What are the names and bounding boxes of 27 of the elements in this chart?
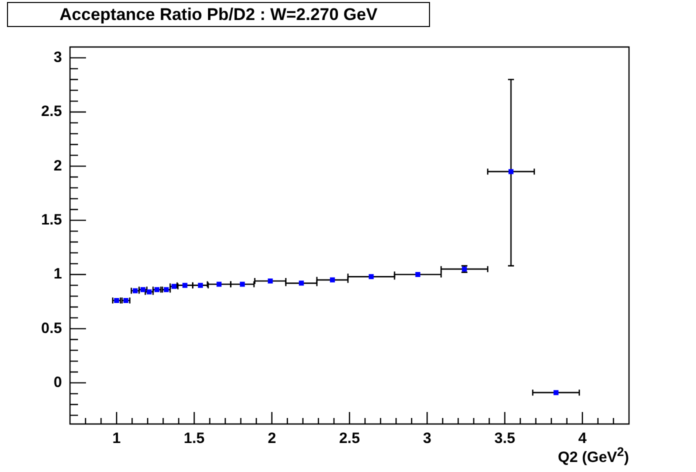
point xyxy=(298,280,304,286)
point xyxy=(508,169,514,174)
x-tick-label: 1.5 xyxy=(184,430,205,448)
chart-title: Acceptance Ratio Pb/D2 : W=2.270 GeV xyxy=(7,2,430,27)
point xyxy=(368,274,374,280)
y-tick-label: 2.5 xyxy=(41,103,62,120)
y-tick-label: 0.5 xyxy=(41,320,62,337)
x-tick-label: 3.5 xyxy=(494,430,516,448)
x-tick-label: 2 xyxy=(268,430,276,448)
point xyxy=(182,282,188,288)
y-tick-label: 1 xyxy=(54,266,62,283)
y-tick-label: 0 xyxy=(54,374,62,391)
x-tick-label: 3 xyxy=(422,430,432,448)
y-tick-label: 2 xyxy=(54,157,62,174)
x-tick-label: 1 xyxy=(112,430,121,448)
point xyxy=(216,282,222,287)
point xyxy=(330,277,335,282)
point xyxy=(240,282,245,287)
point xyxy=(415,272,420,277)
point xyxy=(268,278,273,284)
point xyxy=(554,390,558,396)
x-axis-title: Q2 (GeV$^{2}$) xyxy=(558,445,629,466)
y-tick-label: 1.5 xyxy=(41,211,62,228)
x-tick-label: 2.5 xyxy=(339,430,360,448)
x-tick-label: 4 xyxy=(578,430,588,448)
point xyxy=(198,282,203,288)
y-tick-label: 3 xyxy=(54,48,62,66)
